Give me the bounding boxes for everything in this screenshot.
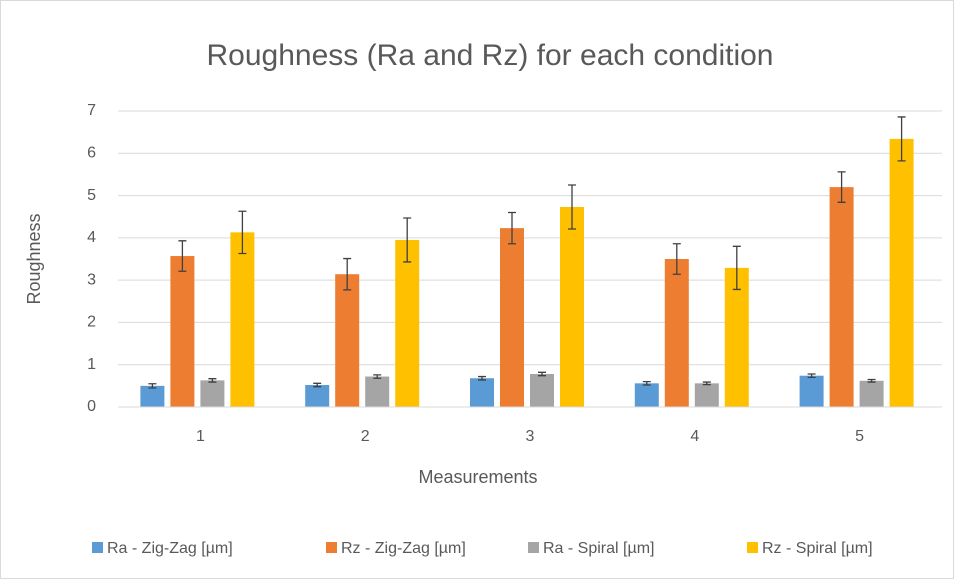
legend-swatch (326, 542, 337, 553)
bar (664, 259, 689, 407)
error-bar (642, 380, 651, 386)
bar (365, 376, 390, 407)
error-bar (538, 371, 546, 377)
y-tick-label: 3 (87, 271, 96, 288)
bar (560, 206, 584, 407)
bar (829, 187, 854, 407)
bar (140, 385, 165, 407)
bar (395, 239, 420, 407)
y-tick-label: 2 (87, 314, 96, 331)
bar (889, 138, 914, 407)
bar (200, 380, 225, 407)
bar (335, 274, 360, 407)
chart-title: Roughness (Ra and Rz) for each condition (207, 39, 774, 72)
error-bar (178, 240, 187, 272)
error-bar (373, 374, 382, 379)
error-bar (238, 210, 247, 255)
x-tick-label: 4 (690, 428, 699, 445)
legend-swatch (528, 542, 539, 553)
x-axis-label: Measurements (418, 467, 537, 487)
error-bar (672, 243, 681, 275)
bar (799, 375, 824, 407)
error-bar (807, 373, 816, 379)
legend-label: Rz - Zig-Zag [µm] (341, 540, 466, 557)
x-tick-label: 1 (196, 428, 205, 445)
y-tick-label: 4 (87, 229, 96, 246)
y-axis-label: Roughness (24, 213, 44, 304)
error-bar (313, 382, 322, 388)
error-bar (568, 184, 576, 230)
bar (170, 256, 195, 407)
y-tick-label: 1 (87, 356, 96, 373)
bar (305, 385, 330, 407)
error-bar (732, 245, 741, 291)
error-bar (897, 116, 906, 162)
error-bar (343, 257, 352, 291)
bar (230, 232, 255, 407)
x-tick-label: 2 (361, 428, 370, 445)
y-tick-label: 0 (87, 398, 96, 415)
error-bar (478, 375, 486, 381)
x-tick-label: 3 (526, 428, 535, 445)
bar (634, 383, 659, 407)
error-bar (403, 217, 412, 263)
y-tick-label: 6 (87, 145, 96, 162)
legend-swatch (747, 542, 758, 553)
bar (724, 267, 749, 407)
y-tick-label: 5 (87, 187, 96, 204)
x-tick-label: 5 (855, 428, 864, 445)
bar (470, 378, 494, 407)
bar (530, 374, 554, 407)
error-bar (867, 378, 876, 383)
legend-swatch (92, 542, 103, 553)
error-bar (508, 211, 516, 245)
legend-label: Ra - Zig-Zag [µm] (107, 540, 233, 557)
bar (500, 228, 524, 407)
error-bar (837, 171, 846, 203)
legend-label: Rz - Spiral [µm] (762, 540, 873, 557)
legend-label: Ra - Spiral [µm] (543, 540, 654, 557)
error-bar (702, 381, 711, 386)
error-bar (148, 383, 157, 389)
error-bar (208, 378, 217, 383)
bar (694, 383, 719, 407)
y-tick-label: 7 (87, 102, 96, 119)
bar (859, 380, 884, 407)
